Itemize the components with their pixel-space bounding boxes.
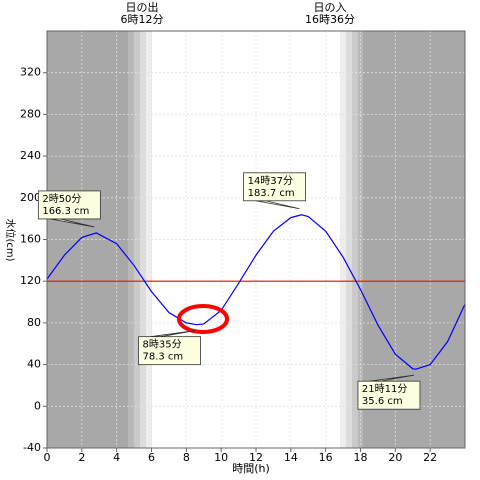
annotation-value: 35.6 cm — [362, 396, 403, 407]
annotation-time: 8時35分 — [142, 339, 181, 351]
x-tick-label: 0 — [44, 451, 51, 464]
x-tick-label: 8 — [183, 451, 190, 464]
y-tick-label: 280 — [20, 107, 41, 120]
plot — [46, 214, 466, 370]
y-tick-label: 120 — [20, 274, 41, 287]
annotation-box — [37, 190, 101, 220]
x-tick-label: 20 — [388, 451, 402, 464]
x-tick-label: 18 — [354, 451, 368, 464]
x-axis-label: 時間(h) — [232, 462, 270, 475]
x-tick-label: 12 — [249, 451, 263, 464]
x-tick-label: 22 — [423, 451, 437, 464]
x-tick-label: 10 — [214, 451, 228, 464]
annotation-value: 183.7 cm — [248, 188, 295, 199]
sunset-title: 日の入 — [314, 1, 347, 14]
sunrise-title: 日の出 — [126, 0, 159, 14]
x-tick-label: 2 — [78, 451, 85, 464]
annotation-time: 14時37分 — [248, 175, 293, 187]
annotation-time: 2時50分 — [42, 193, 81, 205]
x-tick-label: 4 — [113, 451, 120, 464]
sunset-time: 16時36分 — [305, 13, 355, 26]
x-tick-label: 16 — [319, 451, 333, 464]
y-tick-label: 200 — [20, 191, 41, 204]
tide-line — [46, 214, 466, 370]
y-tick-label: 240 — [20, 149, 41, 162]
annotation-box — [138, 336, 201, 366]
highlight-circle — [177, 304, 229, 334]
annotation-time: 21時11分 — [362, 383, 407, 395]
annotation-value: 78.3 cm — [142, 352, 183, 363]
y-tick-label: -40 — [23, 441, 41, 454]
annotation-value: 166.3 cm — [42, 206, 89, 217]
x-tick-label: 6 — [148, 451, 155, 464]
sunrise-time: 6時12分 — [121, 13, 164, 26]
y-tick-label: 40 — [27, 358, 41, 371]
y-tick-label: 320 — [20, 66, 41, 79]
annotation-box — [243, 172, 306, 202]
y-tick-label: 0 — [34, 399, 41, 412]
y-tick-label: 160 — [20, 233, 41, 246]
x-tick-label: 14 — [284, 451, 298, 464]
y-tick-label: 80 — [27, 316, 41, 329]
y-axis-label: 水位(cm) — [4, 218, 17, 261]
annotation-box — [357, 380, 421, 410]
